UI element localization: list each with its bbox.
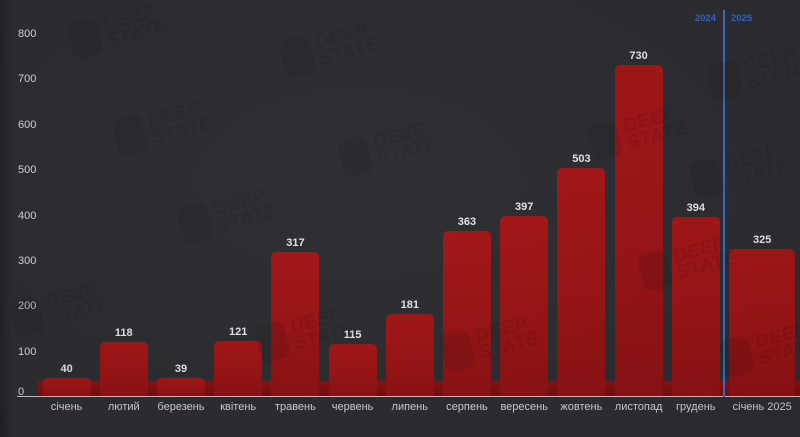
bar-серпень — [442, 231, 492, 396]
bar-column: 363 — [438, 216, 495, 396]
bar-травень — [271, 252, 320, 396]
bar-column: 40 — [38, 363, 95, 396]
bar-листопад — [614, 64, 663, 396]
bar-жовтень — [557, 167, 606, 396]
bar-column: 115 — [324, 329, 381, 396]
bar-грудень — [671, 217, 720, 396]
watermark-fist-icon — [65, 16, 105, 62]
x-axis-label: вересень — [500, 401, 548, 413]
x-axis-label: грудень — [676, 401, 716, 413]
bar-вересень — [500, 215, 549, 396]
bar-column: 39 — [152, 363, 209, 396]
bar-березень — [156, 378, 206, 396]
watermark-fist-icon — [110, 113, 150, 159]
watermark-fist-icon — [705, 58, 745, 104]
x-axis-label: листопад — [614, 401, 663, 413]
x-axis-label: березень — [157, 401, 205, 413]
bar-січень 2025 — [728, 248, 796, 396]
x-axis-label: жовтень — [560, 401, 603, 413]
bar-value-label: 121 — [229, 326, 248, 339]
bar-value-label: 115 — [343, 328, 362, 341]
y-axis-label: 0 — [18, 386, 25, 398]
y-axis-label: 400 — [18, 209, 37, 222]
bar-column: 118 — [95, 327, 152, 396]
bar-value-label: 317 — [286, 237, 305, 250]
bar-value-label: 40 — [60, 362, 73, 375]
x-axis-line — [17, 396, 800, 397]
bar-value-label: 363 — [457, 216, 477, 229]
bar-value-label: 394 — [686, 202, 705, 215]
y-axis-label: 200 — [18, 300, 37, 313]
bar-value-label: 503 — [572, 152, 591, 165]
bar-value-label: 118 — [114, 327, 133, 340]
watermark-fist-icon — [687, 156, 727, 202]
x-axis-label: серпень — [446, 401, 488, 413]
bar-січень — [42, 377, 91, 396]
y-axis-label: 700 — [18, 73, 37, 86]
bar-червень — [328, 343, 377, 396]
year-label-2025: 2025 — [731, 13, 753, 24]
watermark-fist-icon — [335, 134, 375, 180]
watermark-fist-icon — [175, 201, 215, 247]
y-axis-label: 800 — [18, 28, 37, 40]
bar-column: 317 — [267, 237, 324, 396]
y-axis-label: 100 — [18, 345, 37, 358]
x-axis-label: липень — [391, 401, 428, 413]
x-axis-label: січень — [50, 401, 83, 413]
y-axis-label: 500 — [18, 164, 37, 177]
x-axis-label: квітень — [220, 401, 257, 413]
x-axis-label: лютий — [107, 401, 140, 413]
bar-column: 397 — [496, 201, 553, 396]
bar-value-label: 397 — [515, 200, 534, 213]
x-axis-label: січень 2025 — [732, 401, 792, 413]
bar-value-label: 730 — [629, 49, 648, 62]
bar-column: 325 — [724, 234, 800, 396]
bar-column: 394 — [667, 202, 724, 396]
bar-column: 503 — [553, 153, 610, 396]
bar-липень — [385, 313, 434, 396]
bar-лютий — [99, 342, 148, 396]
bar-value-label: 325 — [753, 233, 772, 246]
watermark-fist-icon — [277, 34, 317, 80]
y-axis-label: 600 — [18, 118, 37, 131]
bar-column: 121 — [210, 326, 267, 396]
bar-квітень — [214, 341, 263, 396]
year-label-2024: 2024 — [694, 13, 716, 24]
bar-column: 730 — [610, 50, 667, 396]
x-axis-label: червень — [331, 401, 374, 413]
bar-column: 181 — [381, 299, 438, 396]
year-divider-line — [723, 10, 725, 397]
bar-value-label: 39 — [174, 363, 188, 376]
bar-value-label: 181 — [400, 298, 419, 311]
y-axis-label: 300 — [18, 254, 37, 267]
x-axis-label: травень — [274, 401, 316, 413]
